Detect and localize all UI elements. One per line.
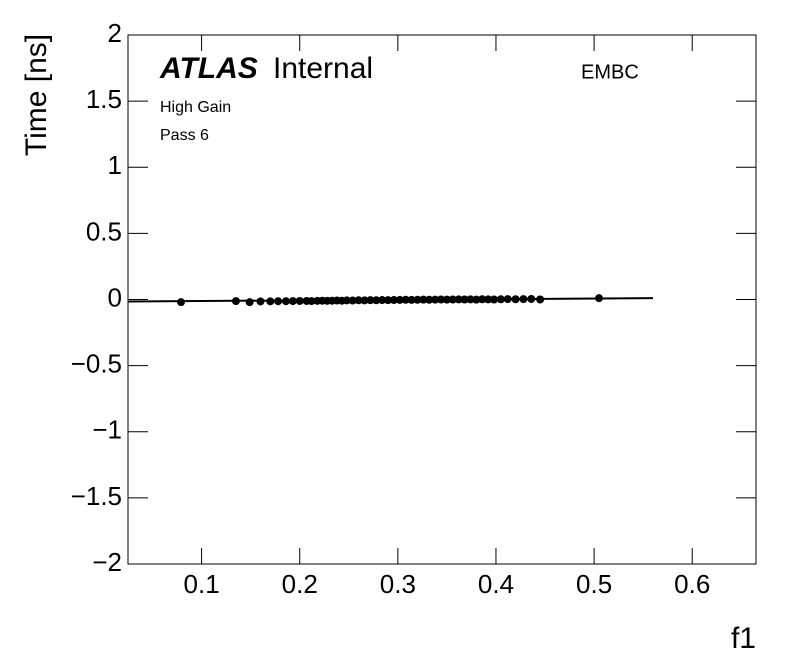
annotation: Pass 6: [160, 127, 209, 144]
x-tick-label: 0.3: [380, 569, 416, 599]
data-point: [413, 295, 422, 304]
data-point: [496, 295, 505, 304]
y-axis-label: Time [ns]: [20, 34, 53, 156]
data-point: [281, 297, 290, 306]
experiment-label: ATLAS: [159, 52, 258, 85]
data-point: [503, 295, 512, 304]
data-point: [419, 295, 428, 304]
x-axis-label: f1: [731, 622, 756, 655]
data-point: [407, 295, 416, 304]
data-point: [478, 295, 487, 304]
x-tick-label: 0.4: [478, 569, 514, 599]
data-point: [472, 295, 481, 304]
y-tick-label: −1: [92, 415, 122, 445]
status-label: Internal: [273, 52, 373, 85]
x-tick-label: 0.1: [184, 569, 220, 599]
data-point: [395, 295, 404, 304]
annotation: High Gain: [160, 99, 231, 116]
x-tick-label: 0.6: [674, 569, 710, 599]
y-tick-label: 1.5: [86, 84, 122, 114]
data-point: [384, 296, 393, 305]
data-point: [288, 297, 297, 306]
data-point: [511, 295, 520, 304]
data-point: [484, 295, 493, 304]
data-point: [342, 296, 351, 305]
y-tick-label: 1: [108, 150, 122, 180]
data-point: [519, 295, 528, 304]
data-point: [490, 295, 499, 304]
data-point: [425, 295, 434, 304]
data-point: [389, 296, 398, 305]
data-point: [536, 295, 545, 304]
data-point: [360, 296, 369, 305]
data-point: [176, 298, 185, 307]
data-point: [372, 296, 381, 305]
data-point: [401, 295, 410, 304]
data-point: [460, 295, 469, 304]
y-tick-label: 2: [108, 18, 122, 48]
data-point: [442, 295, 451, 304]
data-point: [437, 295, 446, 304]
data-point: [448, 295, 457, 304]
data-point: [527, 294, 536, 303]
data-point: [354, 296, 363, 305]
x-tick-label: 0.5: [576, 569, 612, 599]
data-point: [295, 296, 304, 305]
y-tick-label: −1.5: [71, 481, 122, 511]
data-point: [307, 297, 316, 306]
data-point: [431, 295, 440, 304]
data-point: [348, 296, 357, 305]
region-label: EMBC: [581, 61, 639, 83]
x-tick-label: 0.2: [282, 569, 318, 599]
data-point: [231, 297, 240, 306]
data-point: [595, 294, 603, 303]
y-tick-label: −0.5: [71, 349, 122, 379]
data-point: [245, 298, 254, 307]
y-tick-label: −2: [92, 547, 122, 577]
data-point: [454, 295, 463, 304]
data-point: [256, 297, 265, 306]
data-point: [366, 296, 375, 305]
data-point: [466, 295, 475, 304]
y-tick-label: 0: [108, 282, 122, 312]
data-point: [378, 296, 387, 305]
data-point: [266, 297, 275, 306]
y-tick-label: 0.5: [86, 216, 122, 246]
data-point: [274, 297, 283, 306]
